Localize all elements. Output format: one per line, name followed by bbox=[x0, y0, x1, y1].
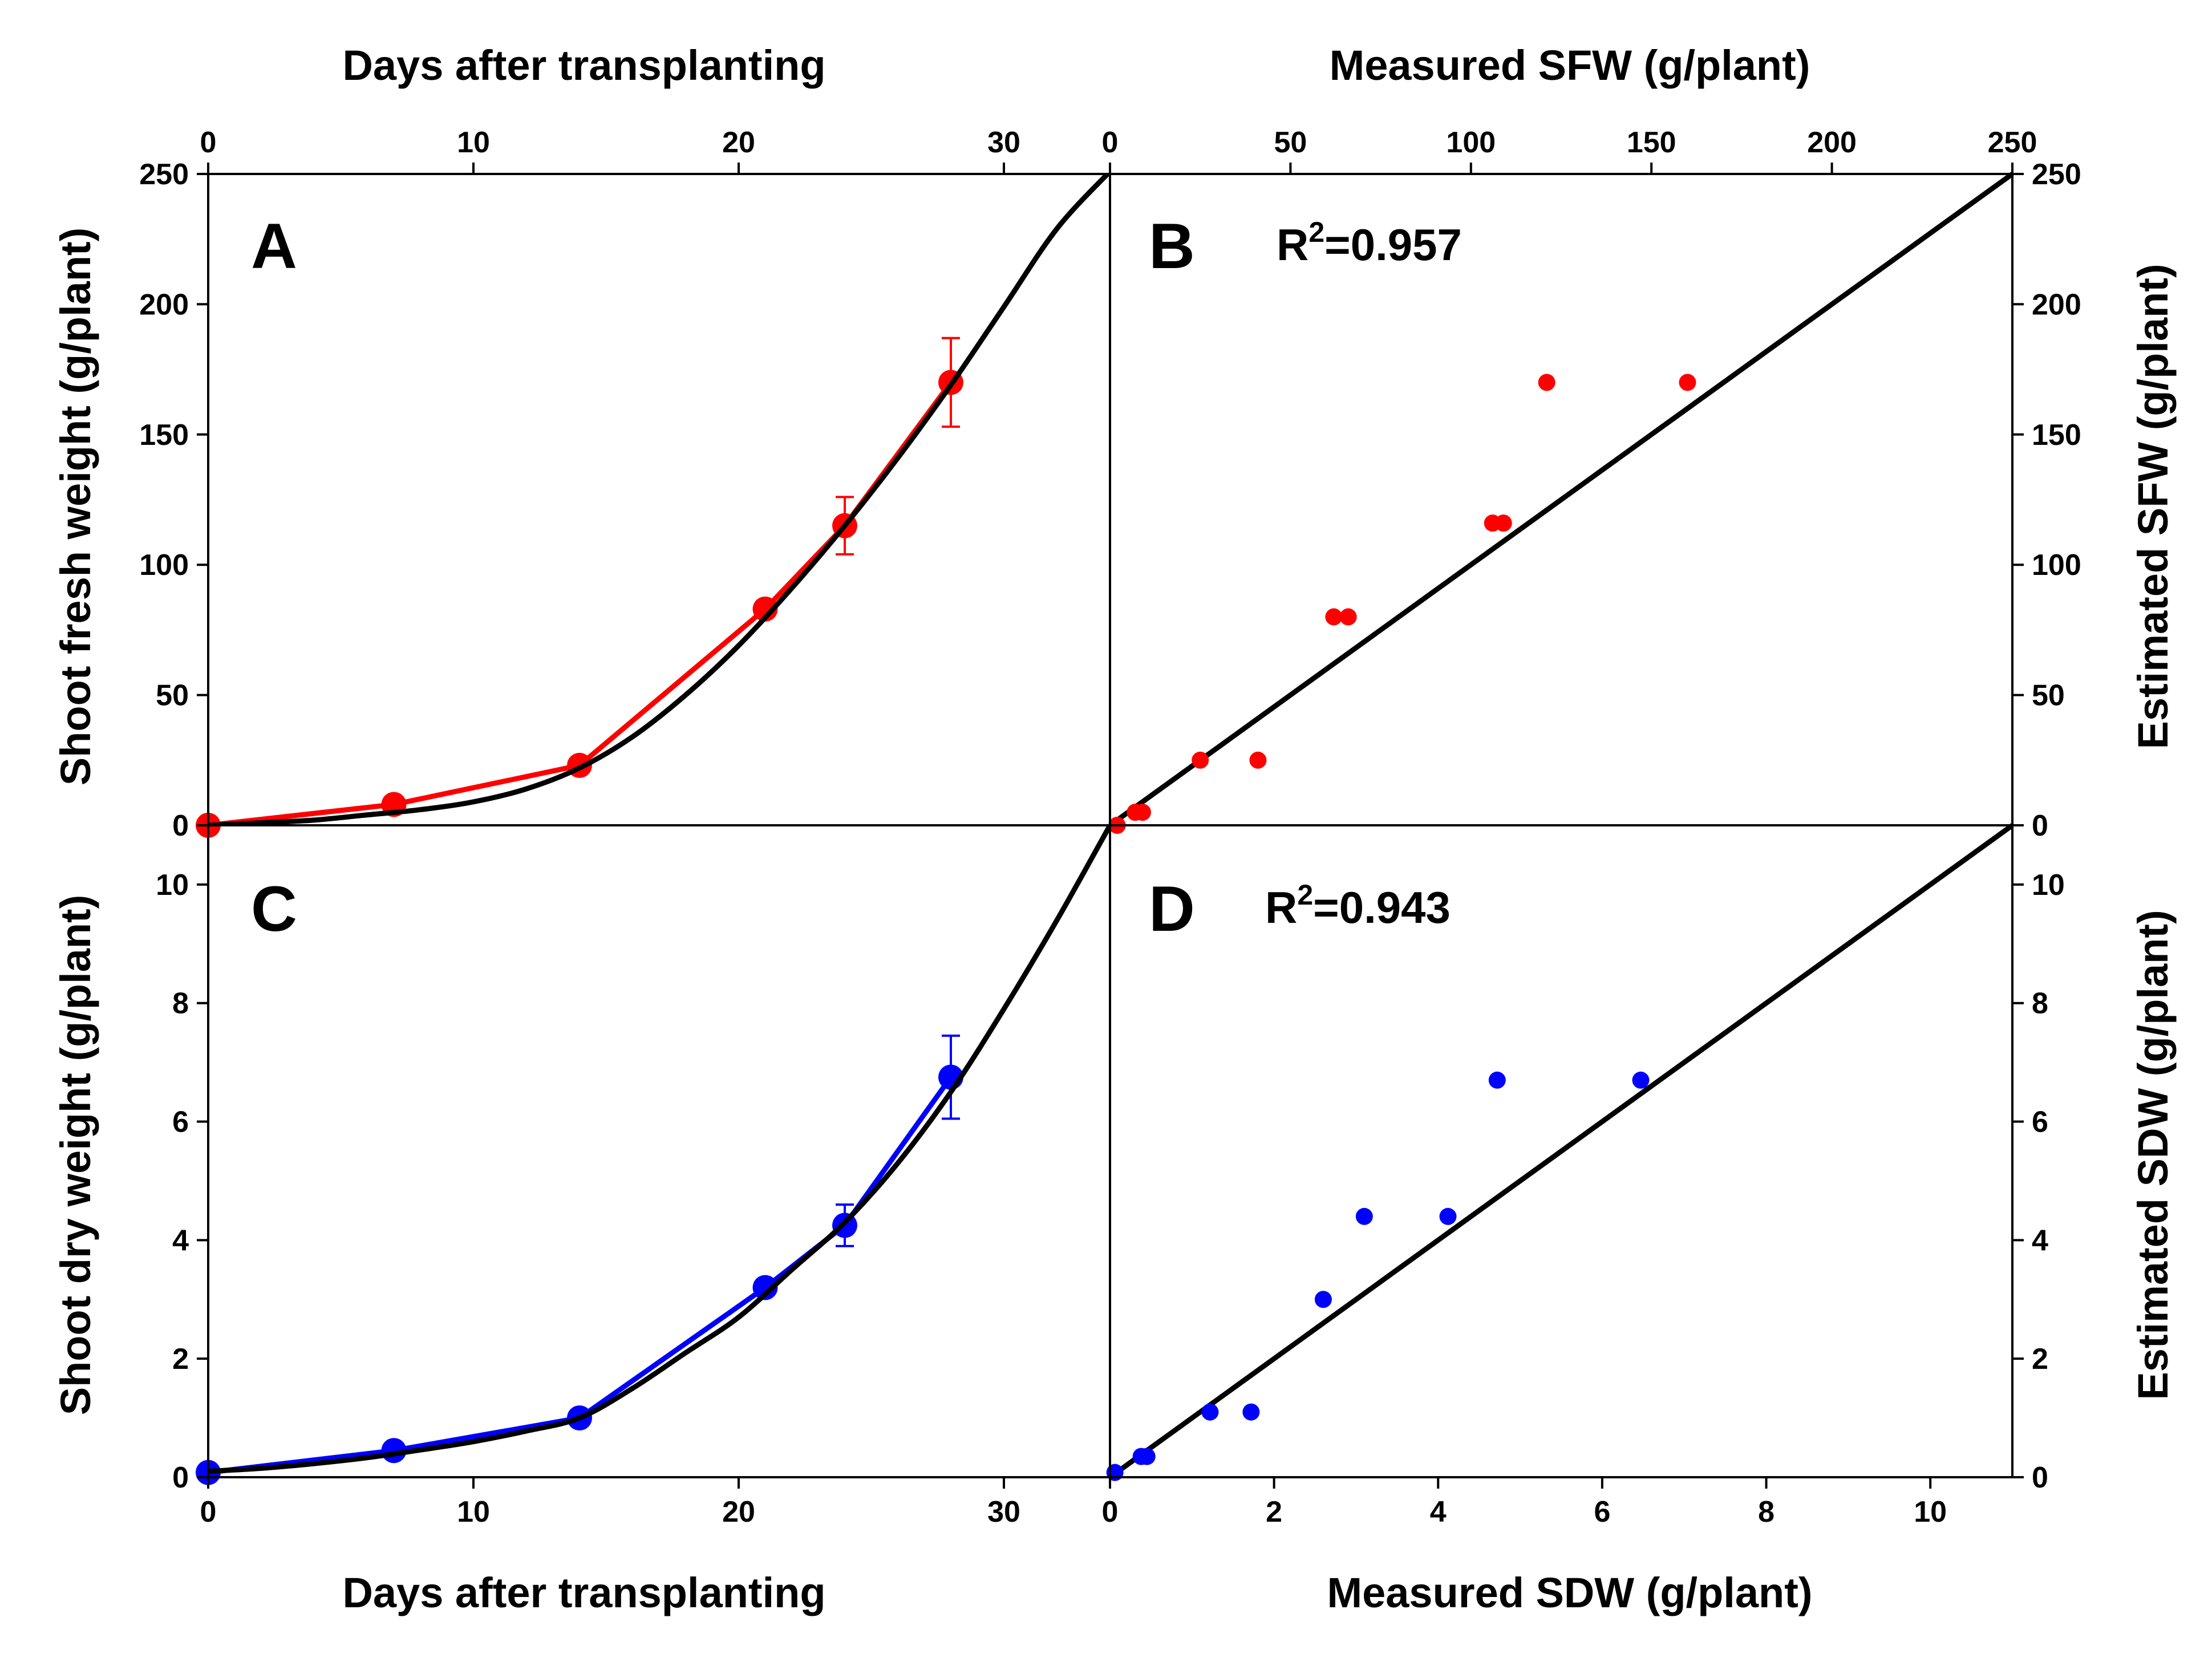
panel-a-observed-point bbox=[752, 596, 778, 622]
panel-d-y-tick-label: 0 bbox=[2032, 1461, 2048, 1494]
panel-b-scatter-point bbox=[1339, 608, 1357, 626]
panel-d-x-tick-label: 0 bbox=[1102, 1495, 1119, 1529]
panel-a: 0 10 20 30 0 50 100 150 200 250 A Days after tran… bbox=[52, 42, 1110, 842]
panel-d-scatter-point bbox=[1439, 1207, 1457, 1225]
panel-b-scatter-point bbox=[1325, 608, 1343, 626]
panel-b-x-tick-label: 50 bbox=[1274, 126, 1307, 159]
panel-a-y-tick-label: 200 bbox=[139, 288, 189, 321]
panel-a-y-tick-label: 100 bbox=[139, 549, 189, 582]
panel-d-x-axis-title: Measured SDW (g/plant) bbox=[1327, 1569, 1812, 1616]
panel-d-r-squared-sup: 2 bbox=[1297, 879, 1313, 911]
panel-a-y-axis-title: Shoot fresh weight (g/plant) bbox=[52, 228, 99, 785]
panel-c-x-tick-label: 20 bbox=[722, 1495, 755, 1529]
panel-c-y-axis-title: Shoot dry weight (g/plant) bbox=[52, 895, 99, 1416]
panel-b-y-tick-label: 100 bbox=[2032, 549, 2081, 582]
frame bbox=[207, 173, 2014, 1478]
panel-d-scatter-point bbox=[1488, 1071, 1506, 1089]
panel-b: 0 50 100 150 200 250 0 50 100 150 200 250 B R2=0.95… bbox=[1102, 42, 2177, 842]
panel-c-observed-point bbox=[752, 1275, 778, 1300]
panel-a-x-tick-label: 10 bbox=[457, 126, 490, 159]
panel-b-y-tick-label: 200 bbox=[2032, 288, 2081, 321]
panel-d-y-tick-label: 6 bbox=[2032, 1106, 2048, 1139]
panel-b-scatter-point bbox=[1679, 374, 1696, 391]
panel-b-y-tick-label: 250 bbox=[2032, 158, 2081, 191]
panel-b-x-tick-label: 250 bbox=[1988, 126, 2037, 159]
panel-d-scatter-point bbox=[1632, 1071, 1650, 1089]
panel-b-x-tick-label: 0 bbox=[1102, 126, 1119, 159]
panel-d-x-tick-label: 10 bbox=[1914, 1495, 1947, 1529]
panel-b-scatter-point bbox=[1494, 514, 1512, 532]
panel-d-y-tick-label: 10 bbox=[2032, 869, 2065, 902]
panel-d-y-tick-label: 2 bbox=[2032, 1343, 2048, 1376]
panel-c-y-tick-label: 6 bbox=[172, 1106, 189, 1139]
panel-d-x-tick-label: 2 bbox=[1266, 1495, 1282, 1529]
panel-b-scatter-point bbox=[1249, 751, 1267, 769]
panel-b-y-tick-label: 0 bbox=[2032, 809, 2048, 842]
panel-c-y-tick-label: 2 bbox=[172, 1343, 189, 1376]
panel-c-letter: C bbox=[251, 873, 297, 945]
panel-d-x-tick-label: 8 bbox=[1758, 1495, 1775, 1529]
panel-d-y-tick-label: 8 bbox=[2032, 987, 2048, 1020]
panel-c-y-tick-label: 0 bbox=[172, 1461, 189, 1494]
panel-d-scatter-point bbox=[1355, 1207, 1373, 1225]
panel-d-scatter-point bbox=[1138, 1448, 1156, 1465]
panel-d-x-tick-label: 4 bbox=[1430, 1495, 1447, 1529]
panel-d-y-tick-label: 4 bbox=[2032, 1224, 2048, 1257]
panel-d-one-to-one-line bbox=[1108, 823, 2014, 1480]
panel-c: 0 10 20 30 0 2 4 6 8 10 C Days after transplantin… bbox=[52, 824, 1110, 1616]
panel-d-scatter-point bbox=[1242, 1403, 1260, 1421]
panel-c-x-axis-title: Days after transplanting bbox=[342, 1569, 825, 1616]
panel-b-x-axis-title: Measured SFW (g/plant) bbox=[1330, 42, 1810, 89]
panel-a-x-tick-label: 0 bbox=[200, 126, 217, 159]
panel-d-y-axis-title: Estimated SDW (g/plant) bbox=[2129, 910, 2177, 1400]
panel-d-r-squared: R2=0.943 bbox=[1265, 879, 1451, 933]
panel-b-scatter-point bbox=[1133, 804, 1151, 821]
panel-b-x-tick-label: 200 bbox=[1807, 126, 1857, 159]
panel-d-x-tick-label: 6 bbox=[1594, 1495, 1610, 1529]
panel-d-letter: D bbox=[1149, 873, 1195, 945]
panel-c-y-tick-label: 10 bbox=[156, 869, 189, 902]
panel-a-y-tick-label: 150 bbox=[139, 419, 189, 452]
panel-a-y-tick-label: 0 bbox=[172, 809, 189, 842]
panel-b-r-squared-sup: 2 bbox=[1308, 216, 1324, 248]
panel-c-model-curve bbox=[208, 824, 1110, 1474]
panel-d-scatter-point bbox=[1314, 1291, 1332, 1308]
panel-c-x-tick-label: 30 bbox=[987, 1495, 1020, 1529]
panel-b-x-tick-label: 150 bbox=[1627, 126, 1676, 159]
panel-d-scatter-point bbox=[1201, 1403, 1219, 1421]
panel-a-x-axis-title: Days after transplanting bbox=[342, 42, 825, 89]
panel-d-r-squared-r: R bbox=[1265, 882, 1297, 933]
panel-b-r-squared: R2=0.957 bbox=[1277, 216, 1462, 270]
panel-a-letter: A bbox=[251, 210, 297, 282]
panel-a-x-tick-label: 20 bbox=[722, 126, 755, 159]
panel-b-scatter-point bbox=[1192, 751, 1209, 769]
panel-b-r-squared-value: =0.957 bbox=[1324, 220, 1462, 270]
panel-b-letter: B bbox=[1149, 210, 1195, 282]
panel-a-model-curve bbox=[208, 173, 1110, 826]
panel-b-scatter-point bbox=[1538, 374, 1555, 391]
panel-b-y-axis-title: Estimated SFW (g/plant) bbox=[2129, 264, 2177, 749]
panel-a-y-tick-label: 250 bbox=[139, 158, 189, 191]
panel-c-y-tick-label: 8 bbox=[172, 987, 189, 1020]
panel-b-x-tick-label: 100 bbox=[1446, 126, 1496, 159]
panel-b-one-to-one-line bbox=[1108, 172, 2014, 828]
panel-d-r-squared-value: =0.943 bbox=[1313, 882, 1451, 933]
panel-c-x-tick-label: 10 bbox=[457, 1495, 490, 1529]
panel-a-x-tick-label: 30 bbox=[987, 126, 1020, 159]
panel-c-x-tick-label: 0 bbox=[200, 1495, 217, 1529]
panel-b-y-tick-label: 150 bbox=[2032, 419, 2081, 452]
panel-b-y-tick-label: 50 bbox=[2032, 679, 2065, 712]
panel-c-y-tick-label: 4 bbox=[172, 1224, 189, 1257]
panel-a-y-tick-label: 50 bbox=[156, 679, 189, 712]
panel-b-r-squared-r: R bbox=[1277, 220, 1308, 270]
